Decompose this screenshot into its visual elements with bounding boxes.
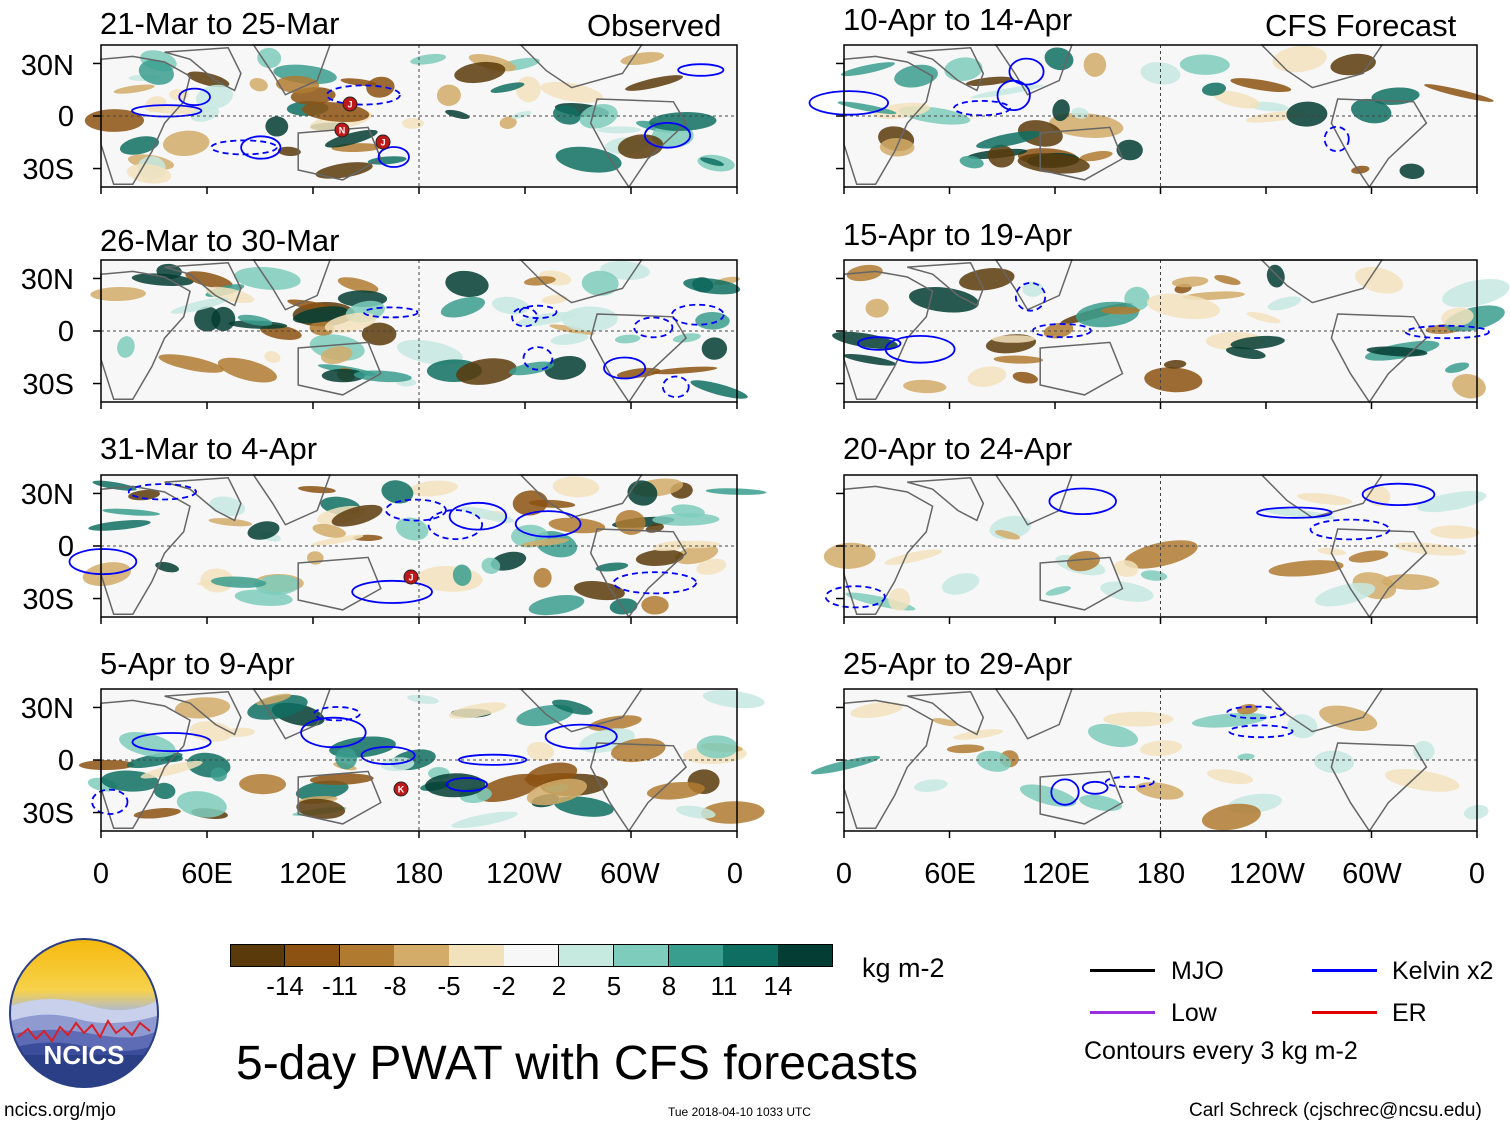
lon-label: 180 <box>1136 858 1186 890</box>
storm-marker <box>403 569 419 585</box>
panel-title: 10-Apr to 14-Apr <box>843 2 1073 37</box>
map-panel <box>808 44 1494 194</box>
lon-label: 120E <box>1022 858 1090 890</box>
lon-label: 0 <box>92 858 110 890</box>
colorbar-swatch <box>394 944 450 967</box>
maps-canvas: J N J J K <box>68 44 1510 838</box>
footer-credit: Carl Schreck (cjschrec@ncsu.edu) <box>1189 1100 1482 1121</box>
colorbar-units: kg m-2 <box>862 953 945 983</box>
lon-label: 60E <box>924 858 976 890</box>
lon-label: 120W <box>486 858 562 890</box>
lat-label-eq: 0 <box>57 531 74 563</box>
lat-label-30n: 30N <box>20 50 74 82</box>
lat-label-30s: 30S <box>22 798 74 830</box>
legend-line-mjo <box>1090 969 1155 972</box>
map-panel <box>78 688 765 838</box>
contour-note: Contours every 3 kg m-2 <box>1084 1037 1358 1065</box>
legend-label-er: ER <box>1392 999 1427 1027</box>
lon-label: 120E <box>279 858 347 890</box>
colorbar-label: 5 <box>606 971 622 1001</box>
lat-label-30s: 30S <box>22 154 74 186</box>
colorbar-swatch <box>723 944 779 967</box>
colorbar-swatch <box>230 944 286 967</box>
footer-timestamp: Tue 2018-04-10 1033 UTC <box>668 1105 811 1119</box>
lon-label: 60W <box>1342 858 1402 890</box>
storm-marker <box>393 781 409 797</box>
lat-label-30n: 30N <box>20 693 74 725</box>
storm-marker <box>342 96 358 112</box>
lon-label: 0 <box>726 858 744 890</box>
storm-marker <box>375 134 391 150</box>
footer-url[interactable]: ncics.org/mjo <box>4 1100 116 1121</box>
map-panel <box>68 474 767 624</box>
storm-marker-letter: N <box>339 126 346 136</box>
storm-marker-letter: J <box>347 100 352 110</box>
panel-title: 25-Apr to 29-Apr <box>843 646 1073 681</box>
panel-title: 31-Mar to 4-Apr <box>100 431 318 466</box>
colorbar-swatch <box>449 944 505 967</box>
lat-label-eq: 0 <box>57 316 74 348</box>
colorbar-label: -14 <box>266 971 304 1001</box>
lat-label-30s: 30S <box>22 584 74 616</box>
lon-label: 120W <box>1229 858 1305 890</box>
colorbar-label: -5 <box>437 971 461 1001</box>
legend-label-kelvin: Kelvin x2 <box>1392 957 1494 985</box>
colorbar-label: 11 <box>710 971 738 1001</box>
lat-label-30n: 30N <box>20 264 74 296</box>
colorbar-swatch <box>558 944 615 967</box>
colorbar-label: -8 <box>383 971 407 1001</box>
storm-marker-letter: J <box>380 138 385 148</box>
storm-marker-letter: J <box>408 573 413 583</box>
map-panel <box>832 259 1510 409</box>
logo-text: NCICS <box>43 1040 125 1070</box>
colorbar-label: -2 <box>492 971 516 1001</box>
panel-title: 15-Apr to 19-Apr <box>843 217 1073 252</box>
main-title: 5-day PWAT with CFS forecasts <box>236 1037 918 1090</box>
colorbar-label: 8 <box>661 971 677 1001</box>
panel-title: 20-Apr to 24-Apr <box>843 431 1073 466</box>
panel-title: 26-Mar to 30-Mar <box>100 223 340 258</box>
forecast-header: CFS Forecast <box>1265 8 1457 43</box>
colorbar-label: 14 <box>763 971 793 1001</box>
colorbar-swatch <box>284 944 341 967</box>
lon-label: 60E <box>181 858 233 890</box>
storm-marker-letter: K <box>398 785 405 795</box>
colorbar-label: -11 <box>322 971 358 1001</box>
colorbar <box>230 944 834 967</box>
legend-label-low: Low <box>1171 999 1217 1027</box>
lat-label-30n: 30N <box>20 479 74 511</box>
map-panel <box>90 259 748 409</box>
map-panel <box>84 44 738 194</box>
legend-line-kelvin <box>1312 969 1377 972</box>
lon-label: 60W <box>600 858 660 890</box>
lat-label-30s: 30S <box>22 369 74 401</box>
lon-label: 0 <box>1468 858 1486 890</box>
colorbar-swatch <box>339 944 395 967</box>
lon-label: 180 <box>394 858 444 890</box>
colorbar-swatch <box>668 944 724 967</box>
legend-line-er <box>1312 1011 1377 1014</box>
colorbar-swatch <box>504 944 560 967</box>
panel-title: 5-Apr to 9-Apr <box>100 646 295 681</box>
map-panel <box>823 474 1487 624</box>
lat-label-eq: 0 <box>57 745 74 777</box>
map-panel <box>810 688 1489 838</box>
panel-title: 21-Mar to 25-Mar <box>100 6 340 41</box>
lon-label: 0 <box>835 858 853 890</box>
colorbar-label: 2 <box>551 971 567 1001</box>
storm-marker <box>334 122 350 138</box>
observed-header: Observed <box>587 8 722 43</box>
ncics-logo: NCICS <box>8 937 160 1089</box>
legend-line-low <box>1090 1011 1155 1014</box>
colorbar-swatch <box>613 944 670 967</box>
legend-label-mjo: MJO <box>1171 957 1224 985</box>
lat-label-eq: 0 <box>57 101 74 133</box>
